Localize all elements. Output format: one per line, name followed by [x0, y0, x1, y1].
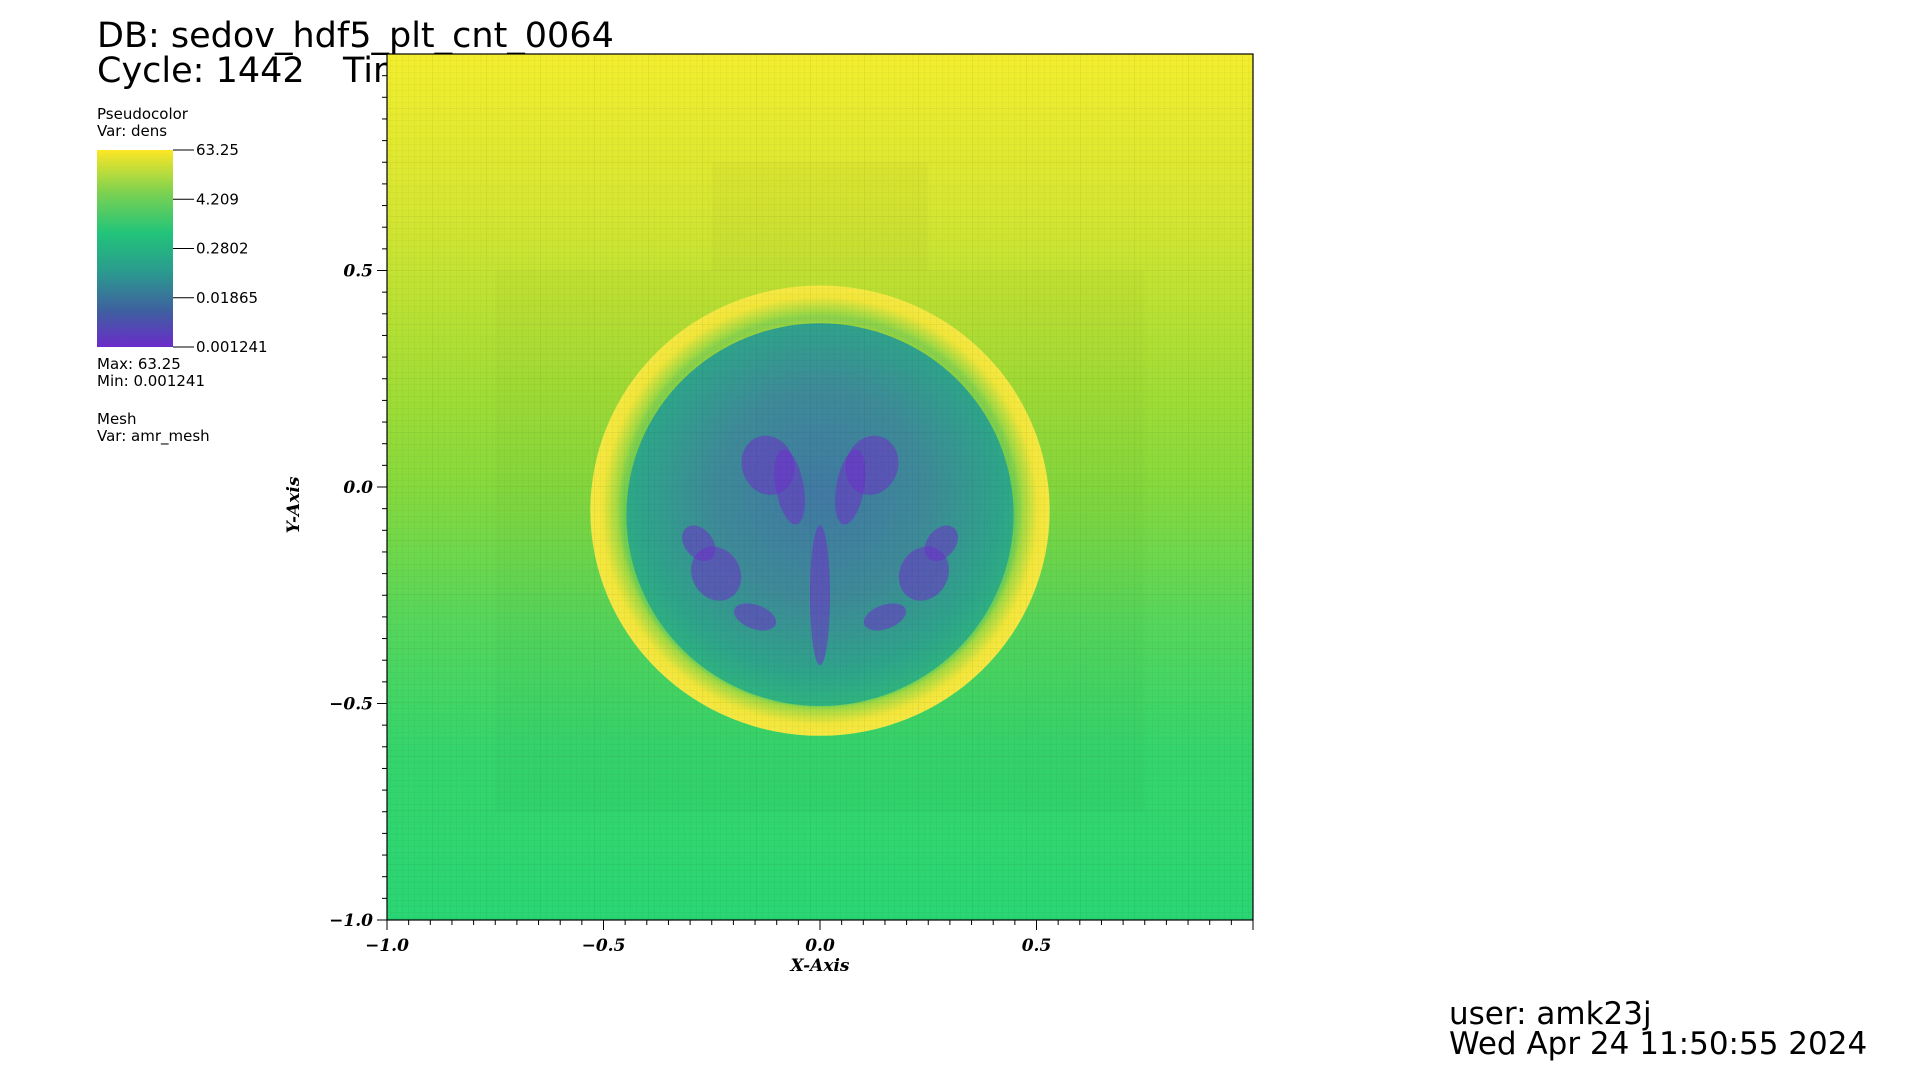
y-tick-label: −0.5: [329, 695, 373, 715]
y-axis-title: Y-Axis: [284, 476, 304, 533]
y-tick-label: −1.0: [329, 911, 373, 931]
density-field: [387, 54, 1253, 920]
colorbar-ticks: 63.25 4.209 0.2802 0.01865 0.001241: [173, 141, 268, 356]
colorbar: [97, 150, 173, 347]
legend-variable: Var: dens: [97, 122, 168, 140]
y-tick-label: 0.5: [343, 262, 373, 282]
database-title: DB: sedov_hdf5_plt_cnt_0064: [97, 16, 614, 56]
x-tick-label: −1.0: [365, 936, 409, 956]
legend-max: Max: 63.25: [97, 355, 181, 373]
x-axis-title: X-Axis: [790, 956, 850, 976]
colorbar-tick-label: 0.001241: [196, 338, 268, 356]
date-label: Wed Apr 24 11:50:55 2024: [1449, 1026, 1868, 1062]
legend-min: Min: 0.001241: [97, 372, 206, 390]
mesh-legend-title: Mesh: [97, 410, 137, 428]
colorbar-tick-label: 0.01865: [196, 289, 258, 307]
x-tick-label: 0.0: [805, 936, 835, 956]
colorbar-tick-label: 0.2802: [196, 240, 249, 258]
x-tick-label: 0.5: [1022, 936, 1052, 956]
cycle-label: Cycle: 1442: [97, 51, 305, 91]
colorbar-tick-label: 4.209: [196, 190, 239, 208]
x-tick-label: −0.5: [582, 936, 626, 956]
legend-plot-type: Pseudocolor: [97, 105, 188, 123]
y-tick-label: 0.0: [343, 478, 373, 498]
user-label: user: amk23j: [1449, 996, 1652, 1032]
colorbar-tick-label: 63.25: [196, 141, 239, 159]
mesh-legend-variable: Var: amr_mesh: [97, 427, 210, 445]
